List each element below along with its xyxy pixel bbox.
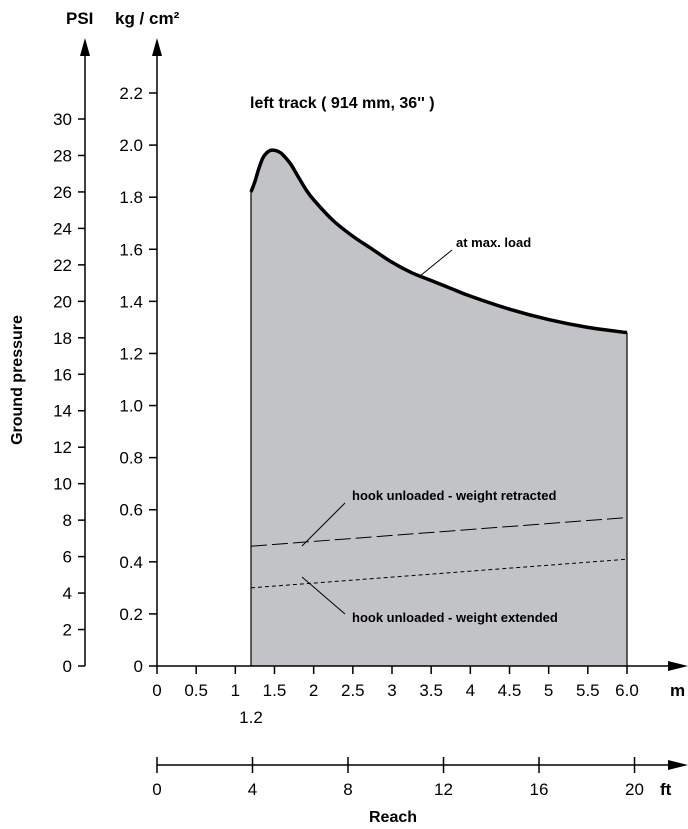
psi-tick-label: 0: [63, 657, 72, 676]
m-tick-label: 1.5: [263, 681, 287, 700]
chart-title: left track ( 914 mm, 36'' ): [250, 95, 435, 112]
m-unit-label: m: [670, 681, 685, 700]
m-tick-label: 2: [309, 681, 318, 700]
m-tick-label: 0: [152, 681, 161, 700]
psi-tick-label: 14: [53, 402, 72, 421]
psi-tick-label: 6: [63, 548, 72, 567]
max-load-label: at max. load: [456, 235, 531, 250]
kg-tick-label: 0: [134, 657, 143, 676]
ft-tick-label: 12: [434, 780, 453, 799]
m-tick-label: 2.5: [341, 681, 365, 700]
psi-tick-label: 16: [53, 365, 72, 384]
kg-tick-label: 0.2: [119, 605, 143, 624]
ft-tick-label: 0: [152, 780, 161, 799]
kg-unit-label: kg / cm²: [115, 9, 180, 28]
kg-axis-arrow: [152, 38, 162, 56]
y-axis-title: Ground pressure: [9, 315, 26, 445]
kg-tick-label: 0.4: [119, 553, 143, 572]
m-tick-label: 4: [466, 681, 475, 700]
m-tick-label: 3: [387, 681, 396, 700]
ft-tick-label: 20: [625, 780, 644, 799]
ft-unit-label: ft: [660, 780, 672, 799]
kg-tick-label: 1.4: [119, 292, 143, 311]
m-extra-tick-label: 1.2: [239, 708, 263, 727]
extended-leader: [301, 576, 346, 615]
m-axis-arrow: [668, 661, 688, 671]
psi-tick-label: 12: [53, 438, 72, 457]
x-axis-title: Reach: [369, 809, 417, 826]
kg-tick-label: 2.0: [119, 136, 143, 155]
psi-axis-arrow: [80, 38, 90, 56]
kg-tick-label: 1.6: [119, 240, 143, 259]
psi-tick-label: 8: [63, 511, 72, 530]
kg-tick-label: 2.2: [119, 84, 143, 103]
psi-tick-label: 22: [53, 256, 72, 275]
extended-label: hook unloaded - weight extended: [352, 610, 558, 625]
m-tick-label: 0.5: [184, 681, 208, 700]
max-load-leader: [419, 249, 453, 277]
ft-tick-label: 4: [248, 780, 257, 799]
max-load-area: [251, 150, 627, 666]
kg-tick-label: 0.8: [119, 449, 143, 468]
psi-unit-label: PSI: [66, 9, 93, 28]
psi-tick-label: 24: [53, 219, 72, 238]
ft-tick-label: 8: [343, 780, 352, 799]
psi-tick-label: 26: [53, 183, 72, 202]
m-tick-label: 6.0: [615, 681, 639, 700]
m-tick-label: 3.5: [419, 681, 443, 700]
kg-tick-label: 1.0: [119, 397, 143, 416]
psi-tick-label: 30: [53, 110, 72, 129]
psi-tick-label: 4: [63, 584, 72, 603]
psi-tick-label: 10: [53, 475, 72, 494]
m-tick-label: 5.5: [576, 681, 600, 700]
ft-axis-arrow: [668, 760, 688, 770]
m-tick-label: 1: [231, 681, 240, 700]
psi-tick-label: 20: [53, 292, 72, 311]
ft-tick-label: 16: [530, 780, 549, 799]
psi-tick-label: 18: [53, 329, 72, 348]
retracted-leader: [301, 502, 346, 547]
kg-tick-label: 0.6: [119, 501, 143, 520]
psi-tick-label: 28: [53, 146, 72, 165]
m-tick-label: 5: [544, 681, 553, 700]
kg-tick-label: 1.2: [119, 344, 143, 363]
m-tick-label: 4.5: [498, 681, 522, 700]
retracted-label: hook unloaded - weight retracted: [352, 488, 556, 503]
kg-tick-label: 1.8: [119, 188, 143, 207]
psi-tick-label: 2: [63, 621, 72, 640]
max-load-curve: [249, 148, 628, 335]
